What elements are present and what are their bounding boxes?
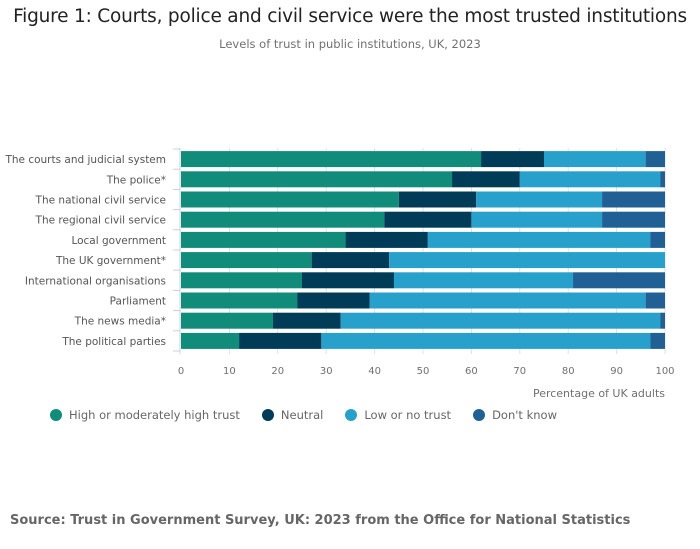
bar-row-the-police: [181, 171, 665, 188]
category-label-the-national-civil-service: The national civil service: [35, 195, 166, 207]
bar-row-the-national-civil-service: [181, 191, 665, 208]
legend-label-low-trust: Low or no trust: [364, 408, 452, 422]
bar-the-political-parties-don-t-know: [650, 332, 665, 349]
bar-the-national-civil-service-neutral: [398, 191, 477, 208]
legend-swatch-neutral: [261, 409, 274, 421]
category-label-international-organisations: International organisations: [25, 275, 166, 287]
bar-international-organisations-neutral: [302, 272, 394, 289]
bar-row-the-uk-government: [181, 252, 665, 269]
bar-row-the-news-media: [181, 312, 665, 329]
x-tick-label-30: 30: [320, 366, 333, 377]
bar-local-government-high-or-moderately-high-trust: [181, 231, 346, 248]
bar-the-courts-and-judicial-system-high-or-moderately-high-trust: [181, 151, 482, 168]
bar-parliament-low-or-no-trust: [369, 292, 646, 309]
category-label-local-government: Local government: [71, 235, 166, 247]
bar-international-organisations-low-or-no-trust: [393, 272, 574, 289]
bar-parliament-neutral: [297, 292, 370, 309]
category-labels: The courts and judicial system The police…: [4, 154, 166, 348]
legend-swatch-dont-know: [473, 409, 486, 421]
category-label-the-regional-civil-service: The regional civil service: [35, 215, 166, 227]
x-tick-label-0: 0: [178, 366, 184, 377]
bar-the-regional-civil-service-low-or-no-trust: [471, 211, 603, 228]
bar-the-national-civil-service-high-or-moderately-high-trust: [181, 191, 399, 208]
bar-the-national-civil-service-don-t-know: [602, 191, 665, 208]
bar-the-police-don-t-know: [660, 171, 665, 188]
legend-swatch-low-trust: [345, 409, 358, 421]
x-tick-label-90: 90: [610, 366, 623, 377]
legend-label-high-trust: High or moderately high trust: [69, 408, 240, 422]
x-tick-label-100: 100: [655, 366, 674, 377]
bar-the-courts-and-judicial-system-low-or-no-trust: [544, 151, 646, 168]
bar-local-government-don-t-know: [650, 231, 665, 248]
bar-the-police-low-or-no-trust: [519, 171, 661, 188]
chart-title: Figure 1: Courts, police and civil servi…: [13, 6, 687, 27]
bar-parliament-don-t-know: [645, 292, 665, 309]
bar-the-news-media-don-t-know: [660, 312, 665, 329]
legend-label-neutral: Neutral: [280, 408, 324, 422]
bar-row-the-courts-and-judicial-system: [181, 151, 665, 168]
category-label-the-news-media: The news media*: [74, 316, 166, 328]
bar-the-political-parties-high-or-moderately-high-trust: [181, 332, 240, 349]
chart-subtitle: Levels of trust in public institutions, …: [219, 37, 481, 51]
legend-item-low-trust: Low or no trust: [345, 408, 451, 422]
bar-the-courts-and-judicial-system-don-t-know: [645, 151, 665, 168]
bar-local-government-neutral: [345, 231, 428, 248]
bar-the-news-media-low-or-no-trust: [340, 312, 661, 329]
bar-the-police-neutral: [452, 171, 520, 188]
bar-the-police-high-or-moderately-high-trust: [181, 171, 453, 188]
x-tick-label-10: 10: [223, 366, 236, 377]
bar-row-parliament: [181, 292, 665, 309]
bar-the-news-media-high-or-moderately-high-trust: [181, 312, 273, 329]
x-tick-label-80: 80: [562, 366, 575, 377]
bar-the-uk-government-low-or-no-trust: [389, 252, 665, 269]
bar-local-government-low-or-no-trust: [427, 231, 651, 248]
axes: [173, 148, 181, 354]
legend-swatch-high-trust: [50, 409, 62, 421]
legend-item-dont-know: Don't know: [473, 408, 557, 422]
bars: [181, 151, 665, 349]
bar-the-uk-government-neutral: [311, 252, 390, 269]
category-label-the-police: The police*: [106, 174, 166, 186]
bar-international-organisations-high-or-moderately-high-trust: [181, 272, 302, 289]
x-tick-labels: 0 10 20 30 40 50 60 70 80 90 100: [178, 366, 675, 377]
bar-the-uk-government-high-or-moderately-high-trust: [181, 252, 312, 269]
legend-label-dont-know: Don't know: [492, 408, 557, 422]
bar-row-the-political-parties: [181, 332, 665, 349]
bar-the-political-parties-neutral: [239, 332, 322, 349]
bar-the-regional-civil-service-neutral: [384, 211, 472, 228]
stacked-bar-chart: The courts and judicial system The police…: [4, 148, 675, 400]
x-tick-label-40: 40: [368, 366, 381, 377]
bar-parliament-high-or-moderately-high-trust: [181, 292, 298, 309]
bar-the-regional-civil-service-don-t-know: [602, 211, 665, 228]
legend-item-high-trust: High or moderately high trust: [50, 408, 240, 422]
category-label-the-uk-government: The UK government*: [55, 255, 166, 267]
bar-the-regional-civil-service-high-or-moderately-high-trust: [181, 211, 385, 228]
source-note: Source: Trust in Government Survey, UK: …: [10, 513, 631, 528]
bar-the-national-civil-service-low-or-no-trust: [476, 191, 603, 208]
x-tick-label-50: 50: [417, 366, 430, 377]
bar-international-organisations-don-t-know: [573, 272, 665, 289]
bar-row-local-government: [181, 231, 665, 248]
x-axis-title: Percentage of UK adults: [533, 387, 665, 400]
bar-row-international-organisations: [181, 272, 665, 289]
category-label-the-political-parties: The political parties: [61, 336, 166, 348]
legend-item-neutral: Neutral: [261, 408, 324, 422]
bar-the-courts-and-judicial-system-neutral: [481, 151, 544, 168]
bar-the-news-media-neutral: [272, 312, 341, 329]
legend: High or moderately high trust Neutral Lo…: [50, 408, 579, 422]
bar-row-the-regional-civil-service: [181, 211, 665, 228]
x-tick-label-70: 70: [513, 366, 526, 377]
category-label-parliament: Parliament: [110, 296, 166, 308]
x-tick-label-60: 60: [465, 366, 478, 377]
category-label-the-courts-and-judicial-system: The courts and judicial system: [4, 154, 166, 166]
bar-the-political-parties-low-or-no-trust: [321, 332, 651, 349]
x-tick-label-20: 20: [271, 366, 284, 377]
